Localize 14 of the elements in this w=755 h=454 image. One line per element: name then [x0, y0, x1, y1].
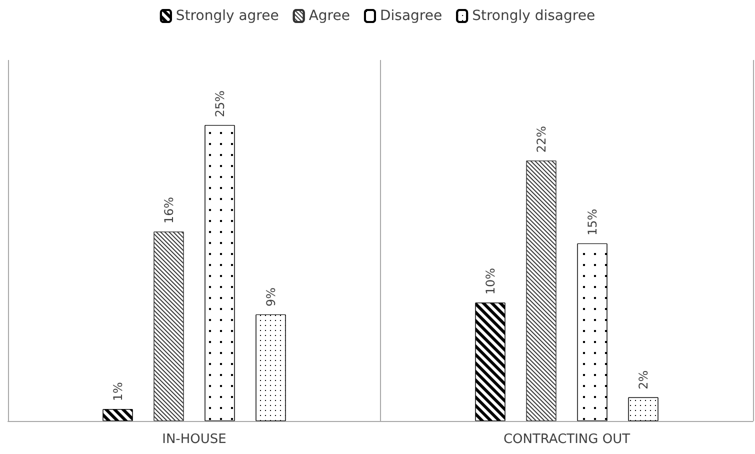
data-label: 15%: [585, 208, 600, 236]
data-label: 2%: [636, 370, 650, 390]
legend-label: Strongly disagree: [472, 8, 596, 24]
data-label: 22%: [534, 126, 548, 153]
data-label: 9%: [264, 287, 278, 306]
data-label: 10%: [483, 268, 498, 295]
data-label: 16%: [162, 196, 176, 224]
data-label: 25%: [212, 90, 227, 118]
x-tick-label: IN-HOUSE: [162, 432, 226, 447]
data-label: 1%: [110, 382, 125, 402]
legend-label: Agree: [308, 8, 350, 24]
legend-label: Disagree: [380, 8, 442, 24]
legend-label: Strongly agree: [176, 8, 279, 24]
x-tick-label: CONTRACTING OUT: [503, 432, 630, 447]
